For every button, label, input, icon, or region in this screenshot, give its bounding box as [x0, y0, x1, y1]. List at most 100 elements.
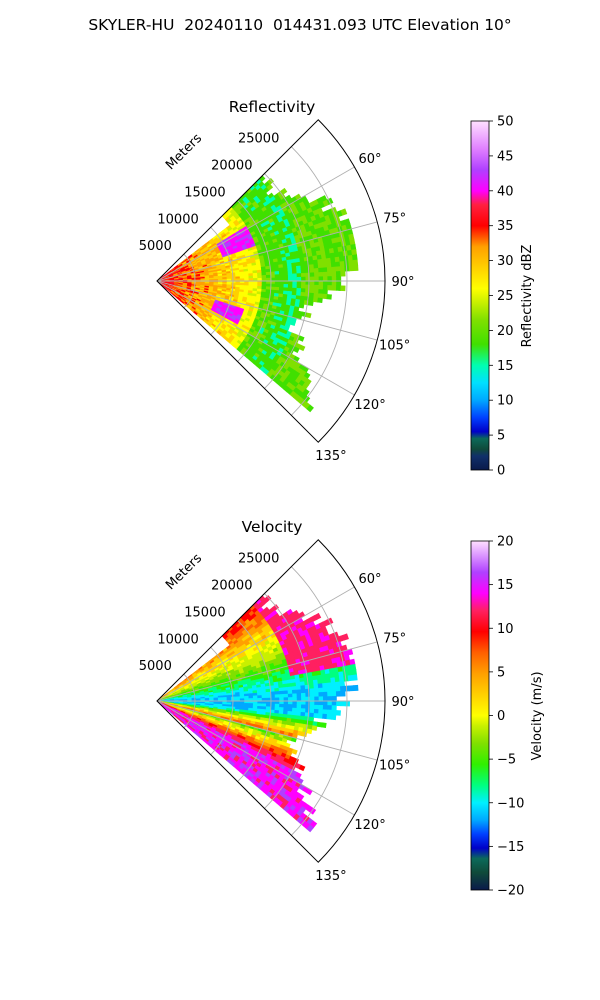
vel-field-cell: [323, 696, 329, 702]
vel-field-cell: [318, 687, 324, 693]
refl-field-cell: [300, 268, 306, 274]
vel-field-cell: [301, 700, 307, 706]
refl-field-cell: [301, 276, 307, 282]
refl-field-cell: [279, 274, 285, 279]
refl-field-cell: [314, 272, 320, 278]
refl-field-cell: [340, 285, 346, 292]
refl-field-cell: [274, 274, 280, 279]
refl-field-cell: [265, 274, 272, 279]
vel-range-tick-label: 20000: [211, 579, 252, 594]
vel-field-cell: [340, 685, 346, 692]
vel-field-cell: [283, 693, 289, 698]
reflectivity-panel: Reflectivity 60° 75° 90° 105° 120° 135° 5000 1…: [139, 98, 535, 479]
refl-field-cell: [279, 280, 285, 285]
refl-field-cell: [322, 262, 328, 269]
refl-field-cell: [352, 254, 358, 261]
vel-field-cell: [300, 708, 306, 714]
reflectivity-field: [157, 175, 359, 413]
refl-field-cell: [300, 272, 307, 278]
refl-field-cell: [309, 268, 315, 274]
refl-field-cell: [291, 266, 297, 271]
refl-field-cell: [287, 284, 293, 289]
vel-field-cell: [331, 705, 337, 711]
vel-field-cell: [309, 696, 315, 702]
refl-azimuth-tick-label: 60°: [359, 152, 382, 167]
refl-azimuth-tick-label: 75°: [383, 211, 406, 226]
vel-field-cell: [314, 700, 320, 706]
vel-field-cell: [291, 689, 298, 695]
refl-field-cell: [326, 262, 332, 268]
vel-field-cell: [296, 689, 302, 694]
vel-field-cell: [274, 697, 280, 702]
velocity-field: [157, 595, 359, 833]
vel-field-cell: [326, 682, 332, 688]
refl-field-cell: [353, 264, 359, 272]
vel-field-cell: [327, 696, 333, 702]
vel-field-cell: [327, 700, 333, 706]
vel-field-cell: [330, 681, 337, 688]
vel-field-cell: [300, 692, 307, 698]
vel-field-cell: [301, 696, 307, 702]
velocity-range-unit: Meters: [163, 551, 205, 593]
refl-field-cell: [336, 275, 342, 282]
vel-colorbar-tick-label: 15: [497, 578, 514, 593]
refl-colorbar-tick-label: 5: [497, 429, 505, 444]
vel-field-cell: [331, 709, 337, 716]
refl-field-cell: [348, 260, 354, 267]
refl-field-cell: [327, 276, 333, 282]
vel-field-cell: [339, 680, 346, 687]
vel-field-cell: [292, 704, 298, 709]
vel-colorbar-tick-label: 5: [497, 665, 505, 680]
refl-field-cell: [305, 288, 311, 294]
refl-field-cell: [326, 294, 332, 300]
vel-field-cell: [335, 710, 341, 716]
vel-field-cell: [300, 704, 307, 710]
vel-field-cell: [287, 704, 293, 709]
refl-field-cell: [309, 284, 315, 290]
vel-field-cell: [327, 705, 333, 711]
refl-field-cell: [292, 273, 298, 278]
vel-field-cell: [309, 684, 315, 690]
refl-field-cell: [336, 280, 342, 287]
refl-colorbar-tick-label: 10: [497, 394, 514, 409]
refl-azimuth-tick-label: 105°: [379, 339, 410, 354]
vel-field-cell: [292, 700, 298, 705]
refl-field-cell: [300, 288, 306, 294]
refl-field-cell: [318, 280, 324, 286]
vel-field-cell: [305, 708, 311, 714]
refl-colorbar-tick-label: 30: [497, 254, 514, 269]
refl-field-cell: [317, 293, 324, 299]
refl-field-cell: [327, 271, 333, 277]
refl-field-cell: [270, 277, 276, 282]
vel-field-cell: [327, 691, 333, 697]
refl-field-cell: [313, 263, 319, 269]
refl-field-cell: [323, 276, 329, 282]
vel-field-cell: [296, 693, 302, 698]
vel-field-cell: [340, 690, 346, 697]
refl-field-cell: [335, 285, 342, 291]
vel-field-cell: [318, 696, 324, 702]
refl-field-cell: [350, 243, 357, 251]
refl-field-cell: [322, 293, 328, 300]
vel-azimuth-tick-label: 60°: [359, 572, 382, 587]
vel-range-tick-label: 10000: [157, 632, 198, 647]
vel-field-cell: [261, 694, 267, 699]
refl-field-cell: [318, 289, 324, 295]
refl-field-cell: [283, 270, 289, 275]
refl-field-cell: [309, 288, 315, 294]
vel-field-cell: [309, 692, 315, 698]
refl-azimuth-tick-label: 135°: [315, 449, 346, 464]
refl-field-cell: [318, 276, 324, 282]
refl-colorbar-tick-label: 25: [497, 289, 514, 304]
refl-field-cell: [283, 277, 289, 282]
vel-azimuth-tick-label: 75°: [383, 631, 406, 646]
vel-field-cell: [274, 700, 280, 705]
refl-field-cell: [296, 284, 302, 289]
refl-field-cell: [339, 260, 346, 267]
refl-field-cell: [296, 280, 302, 286]
vel-field-cell: [270, 697, 276, 702]
refl-field-cell: [298, 303, 305, 309]
velocity-colorbar: −20 −15 −10 −5 0 5 10 15 20 Velocity (m/s): [470, 535, 545, 899]
refl-field-cell: [312, 297, 319, 303]
vel-field-cell: [314, 696, 320, 702]
